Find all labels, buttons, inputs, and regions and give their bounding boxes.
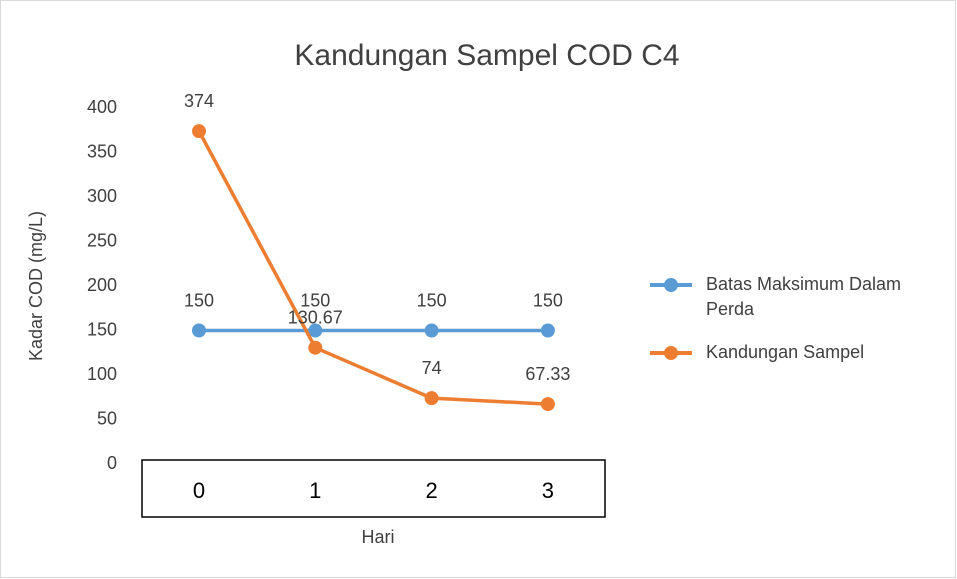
data-point (192, 323, 206, 338)
x-tick-label: 3 (542, 478, 554, 503)
x-tick-label: 1 (309, 478, 321, 503)
series-line (197, 130, 548, 406)
data-point (540, 397, 555, 412)
legend-label: Kandungan Sampel (706, 342, 865, 362)
data-point (424, 323, 439, 338)
legend-item: Kandungan Sampel (650, 340, 946, 365)
x-tick-label: 0 (193, 478, 205, 503)
x-axis-box (141, 459, 606, 518)
data-point (540, 323, 555, 338)
data-label: 74 (422, 358, 442, 378)
data-label: 374 (184, 91, 214, 111)
data-point (308, 323, 323, 338)
data-point (192, 124, 206, 139)
chart-title: Kandungan Sampel COD C4 (294, 39, 679, 72)
legend-item: Batas Maksimum Dalam Perda (650, 272, 946, 322)
data-label: 150 (184, 290, 214, 310)
y-tick-label: 400 (87, 97, 117, 117)
y-tick-label: 100 (87, 364, 117, 384)
y-tick-label: 50 (97, 408, 117, 428)
y-tick-label: 0 (107, 453, 117, 473)
data-label: 150 (417, 290, 447, 310)
data-point (424, 391, 439, 406)
y-tick-label: 200 (87, 275, 117, 295)
data-label: 67.33 (525, 364, 570, 384)
data-point (308, 340, 323, 355)
x-tick-label: 2 (425, 478, 437, 503)
y-tick-label: 250 (87, 230, 117, 250)
data-label: 150 (533, 290, 563, 310)
legend-swatch (650, 278, 692, 292)
y-tick-label: 150 (87, 319, 117, 339)
data-label: 130.67 (288, 307, 343, 327)
legend-swatch (650, 346, 692, 360)
x-axis-label: Hari (361, 527, 394, 547)
y-tick-label: 350 (87, 141, 117, 161)
data-label: 150 (300, 290, 330, 310)
y-axis-label: Kadar COD (mg/L) (26, 211, 46, 361)
y-tick-label: 300 (87, 186, 117, 206)
legend-label: Batas Maksimum Dalam Perda (706, 274, 902, 319)
